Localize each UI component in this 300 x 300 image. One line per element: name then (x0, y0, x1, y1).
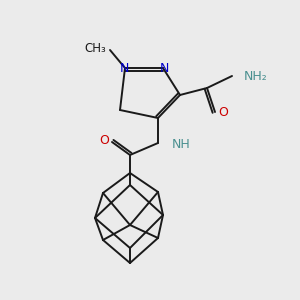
Text: CH₃: CH₃ (84, 43, 106, 56)
Text: N: N (119, 61, 129, 74)
Text: NH₂: NH₂ (244, 70, 268, 83)
Text: O: O (99, 134, 109, 148)
Text: N: N (159, 61, 169, 74)
Text: NH: NH (172, 137, 191, 151)
Text: O: O (218, 106, 228, 119)
